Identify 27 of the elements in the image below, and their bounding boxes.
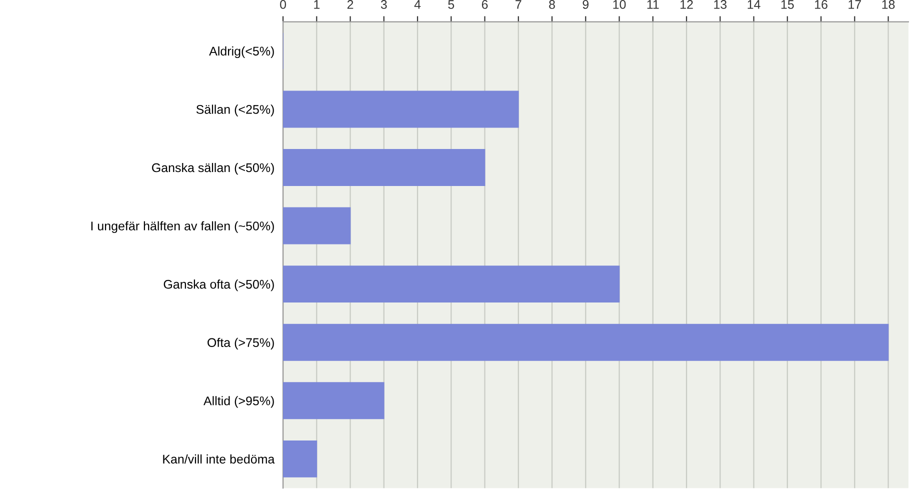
x-tick-label: 8 <box>549 0 555 9</box>
x-tick-label: 9 <box>582 0 589 9</box>
x-tick-label: 5 <box>448 0 454 9</box>
y-tick-label: Ofta (>75%) <box>208 338 274 350</box>
y-tick-label: Kan/vill inte bedöma <box>163 454 275 464</box>
x-tick-label: 10 <box>613 0 626 9</box>
x-tick-label: 2 <box>347 0 354 9</box>
x-tick-label: 16 <box>815 0 828 9</box>
x-tick-label: 13 <box>714 0 727 9</box>
y-tick-label: Alltid (>95%) <box>204 396 274 408</box>
x-tick-label: 17 <box>848 0 861 9</box>
y-tick-label: Aldrig(<5%) <box>209 46 274 58</box>
y-tick-label: I ungefär hälften av fallen (~50%) <box>91 221 274 233</box>
x-tick-label: 14 <box>748 0 760 9</box>
y-tick-label: Ganska ofta (>50%) <box>164 280 274 292</box>
x-tick-label: 7 <box>516 0 522 9</box>
x-tick-label: 6 <box>482 0 488 9</box>
x-tick-label: 15 <box>781 0 794 9</box>
x-tick-label: 18 <box>882 0 895 9</box>
x-tick-label: 12 <box>680 0 693 9</box>
x-tick-label: 3 <box>380 0 387 9</box>
y-tick-label: Sällan (<25%) <box>196 104 274 116</box>
x-tick-label: 0 <box>280 0 286 9</box>
x-tick-label: 11 <box>647 0 659 9</box>
y-tick-label: Ganska sällan (<50%) <box>152 162 274 175</box>
x-tick-label: 1 <box>314 0 320 9</box>
x-tick-label: 4 <box>414 0 421 9</box>
